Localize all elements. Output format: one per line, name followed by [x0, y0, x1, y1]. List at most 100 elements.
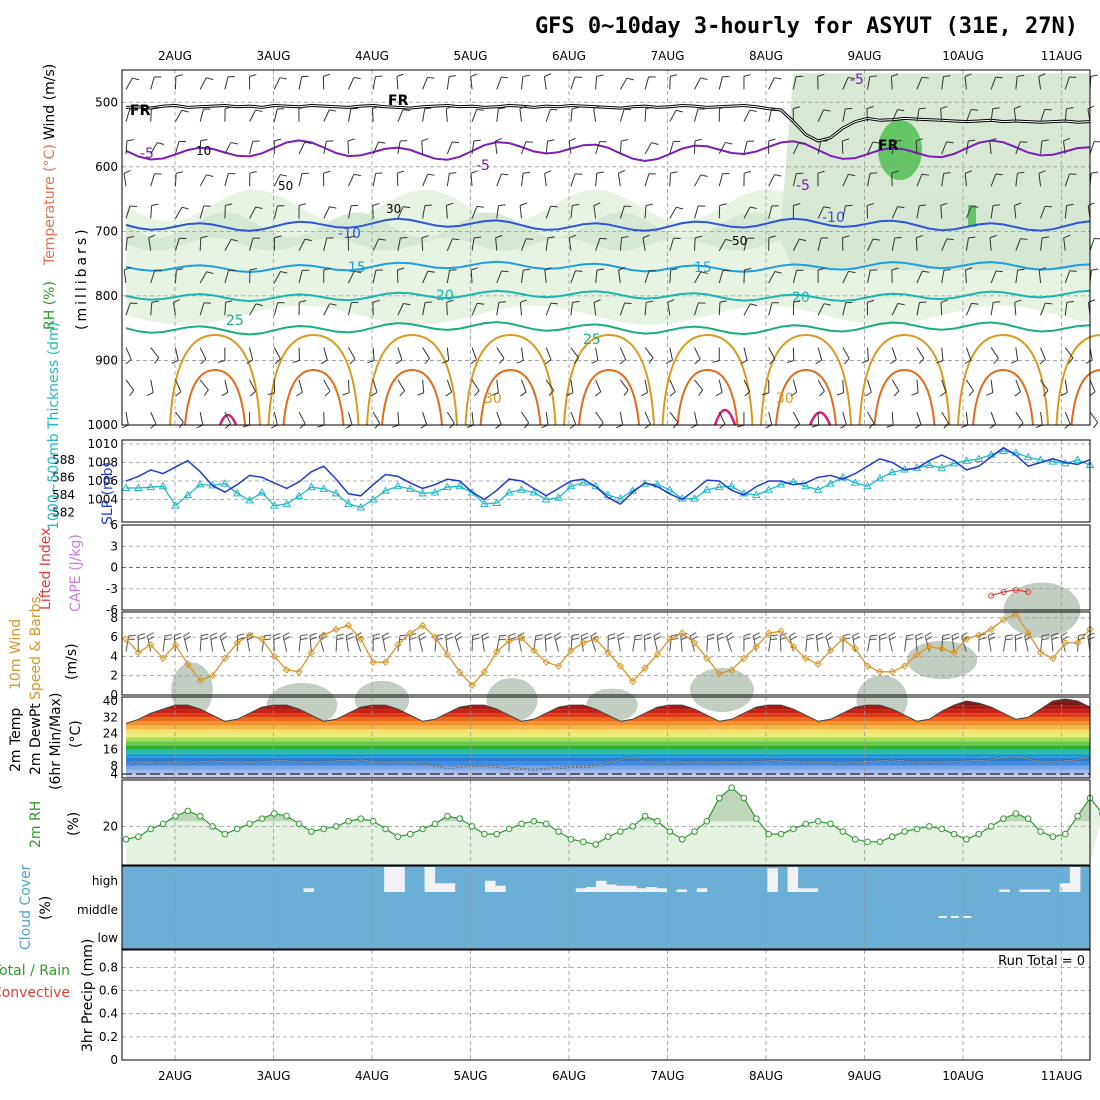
- wind-speed-point: [122, 635, 130, 643]
- upper-wind-barb-flag: [225, 203, 233, 206]
- wind10m-barb: [632, 635, 636, 652]
- thickness-point: [1048, 457, 1058, 465]
- cloud-middle-bar: [963, 916, 972, 918]
- upper-wind-barb: [1040, 140, 1043, 154]
- upper-wind-barb: [298, 270, 303, 284]
- upper-wind-barb: [891, 303, 899, 316]
- upper-wind-barb: [471, 140, 475, 154]
- upper-wind-barb: [150, 347, 160, 359]
- wind10m-barb: [219, 636, 226, 652]
- ylabel-slp: SLP (mb): [100, 462, 116, 525]
- rh-point: [950, 830, 958, 838]
- upper-wind-barb-flag: [648, 357, 654, 364]
- rh-point: [1037, 828, 1044, 835]
- upper-wind-barb: [249, 238, 254, 251]
- upper-wind-barb-flag: [206, 174, 214, 177]
- upper-wind-barb-flag: [774, 174, 782, 177]
- upper-ytick: 800: [95, 289, 118, 303]
- rh-point: [394, 833, 402, 840]
- upper-wind-barb-flag: [374, 422, 381, 429]
- upper-wind-barb: [273, 271, 281, 284]
- wind-speed-point: [641, 664, 649, 672]
- temp-frame: [121, 696, 1091, 779]
- upper-wind-barb: [150, 205, 153, 219]
- date-label-top: 5AUG: [454, 49, 488, 63]
- wind10m-barb: [481, 635, 485, 652]
- upper-wind-barb: [817, 303, 825, 316]
- thickness-point: [418, 488, 427, 497]
- upper-wind-barb-flag: [441, 360, 449, 364]
- upper-wind-barb: [941, 173, 945, 187]
- wind10m-barb-flag: [717, 636, 725, 641]
- wind10m-barb-flag: [707, 637, 715, 641]
- wind10m-barb-flag: [164, 634, 173, 637]
- wind10m-barb-flag: [1088, 636, 1095, 641]
- upper-wind-barb: [347, 411, 353, 425]
- upper-wind-barb: [1064, 379, 1068, 393]
- wind10m-barb-flag: [472, 637, 480, 641]
- thickness-point: [924, 460, 934, 469]
- temp-band: [126, 761, 1090, 766]
- wind10m-barb: [199, 635, 202, 652]
- upper-wind-barb: [669, 173, 671, 187]
- upper-wind-barb: [694, 411, 698, 425]
- upper-wind-barb: [1064, 347, 1074, 359]
- upper-wind-barb: [273, 174, 281, 187]
- upper-wind-barb: [1040, 109, 1046, 122]
- upper-wind-barb-flag: [397, 267, 405, 271]
- upper-wind-barb-flag: [869, 75, 877, 78]
- wind10m-barb-flag: [1005, 638, 1013, 641]
- upper-wind-barb-flag: [1017, 74, 1025, 77]
- wind10m-barb-flag: [210, 636, 218, 641]
- upper-ytick: 900: [95, 353, 118, 367]
- upper-wind-barb: [644, 379, 649, 393]
- wind-speed-point: [134, 648, 143, 657]
- precip-frame: [121, 949, 1091, 1061]
- temp-contour-neg5: [125, 139, 1091, 163]
- upper-wind-barb: [916, 411, 922, 425]
- upper-wind-barb-flag: [670, 74, 678, 77]
- wind-speed-point: [937, 644, 946, 653]
- upper-wind-barb-flag: [1092, 422, 1099, 429]
- wind10m-barb-flag: [853, 636, 860, 641]
- rh-point: [678, 835, 686, 843]
- date-label-top: 8AUG: [749, 49, 783, 63]
- upper-wind-barb: [891, 412, 894, 426]
- ylabel-thickness: 1000~500mb Thickness (dm): [46, 322, 62, 530]
- wind-speed-point: [147, 641, 155, 649]
- rh-point: [246, 820, 253, 828]
- upper-wind-barb: [718, 379, 723, 393]
- rh-point: [864, 838, 871, 846]
- upper-wind-barb-flag: [520, 299, 528, 303]
- upper-wind-barb-flag: [743, 74, 751, 77]
- upper-wind-barb: [792, 270, 798, 284]
- upper-wind-barb: [224, 142, 232, 155]
- wind10m-barb-flag: [137, 633, 145, 637]
- upper-wind-barb: [372, 238, 380, 251]
- upper-wind-barb: [520, 270, 524, 284]
- upper-wind-barb: [595, 173, 598, 187]
- wind10m-barb-flag: [789, 632, 796, 637]
- wind10m-barb: [904, 635, 908, 652]
- upper-wind-barb-flag: [274, 138, 282, 142]
- cloud-middle-bar: [938, 916, 947, 918]
- upper-wind-barb-flag: [498, 301, 506, 303]
- wind10m-barb: [1077, 635, 1079, 652]
- thickness-point: [504, 487, 514, 496]
- temp-label-20: 20: [792, 290, 810, 306]
- upper-wind-barb-flag: [255, 109, 263, 112]
- wind-speed-point: [975, 631, 983, 639]
- upper-wind-barb-flag: [943, 269, 951, 271]
- thickness-point: [158, 481, 168, 490]
- wind10m-barb: [273, 635, 275, 652]
- upper-wind-barb: [348, 271, 355, 284]
- upper-wind-barb-flag: [768, 138, 776, 142]
- upper-wind-barb: [792, 238, 800, 251]
- wind10m-barb-flag: [590, 632, 597, 637]
- wind10m-barb-flag: [654, 636, 662, 641]
- upper-wind-barb: [422, 411, 428, 425]
- upper-wind-barb-flag: [397, 170, 405, 174]
- ylabel-temp2m-unit: (°C): [68, 720, 84, 748]
- upper-wind-barb-flag: [1063, 234, 1071, 239]
- upper-wind-barb-flag: [427, 173, 435, 176]
